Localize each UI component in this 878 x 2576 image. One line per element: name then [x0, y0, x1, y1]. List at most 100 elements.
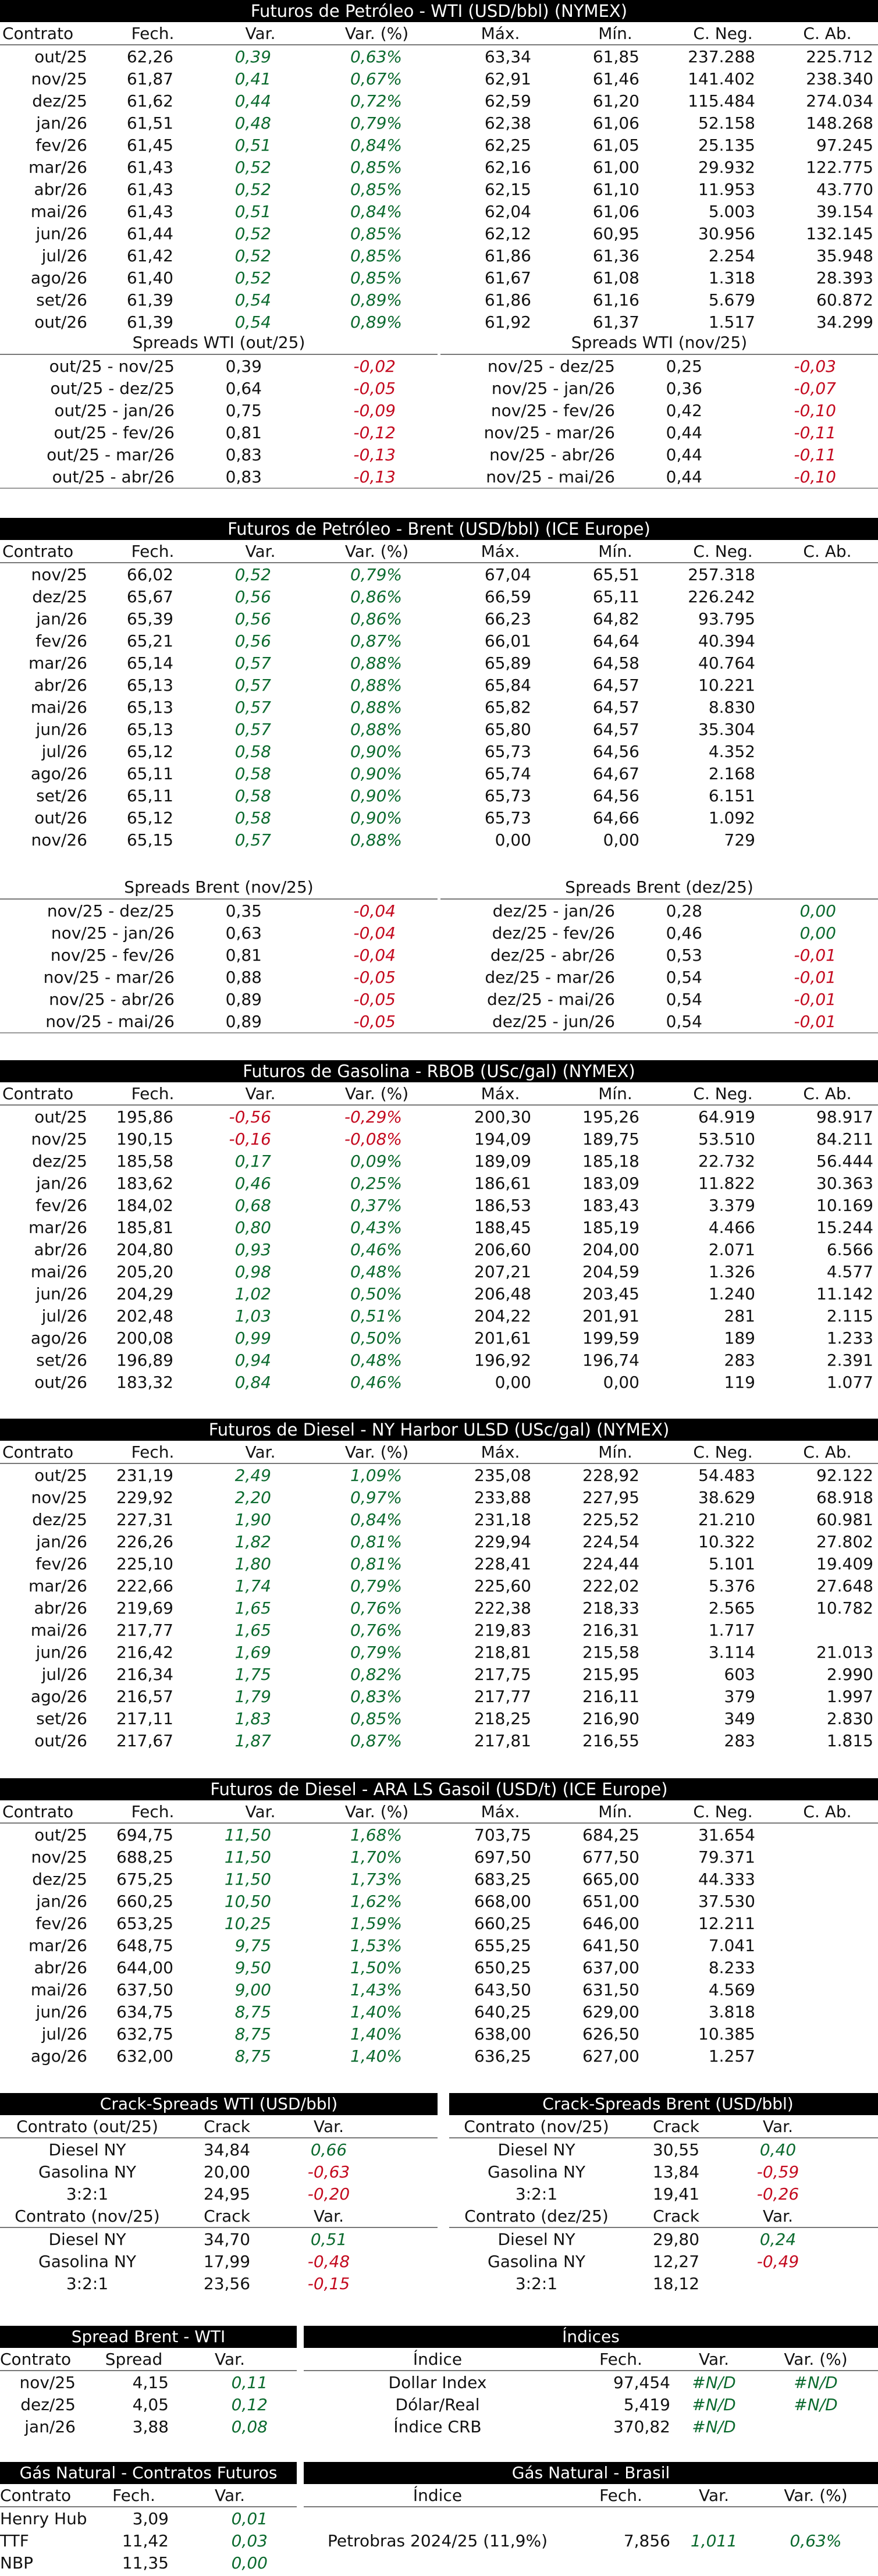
index-change-pct: #N/D [794, 2372, 838, 2392]
cell-contract: mar/26 [28, 157, 87, 177]
rbob-table-row: jul/26 202,48 1,03 0,51% 204,22 201,91 281 2.11… [0, 1305, 878, 1327]
cell-open-interest: 15.244 [816, 1217, 873, 1237]
wti-spreads-row: nov/25 - abr/26 0,44 -0,11 [440, 443, 878, 466]
gasoil-table-row: jun/26 634,75 8,75 1,40% 640,25 629,00 3.818 [0, 2001, 878, 2023]
spread-change: -0,03 [794, 356, 836, 376]
cell-volume: 10.322 [698, 1532, 755, 1551]
crack-contract-label: Contrato (out/25) [16, 2116, 158, 2136]
crack-product: 3:2:1 [515, 2184, 558, 2204]
hdr-varp: Var. (%) [784, 2485, 848, 2505]
cell-contract: fev/26 [35, 135, 87, 155]
cell-change-pct: 0,48% [350, 1262, 402, 1281]
gasoil-table-title: Futuros de Diesel - ARA LS Gasoil (USD/t… [0, 1778, 878, 1800]
cell-change: 0,93 [234, 1239, 271, 1259]
cell-open-interest: 11.142 [816, 1284, 873, 1303]
brent-table-row: fev/26 65,21 0,56 0,87% 66,01 64,64 40.394 [0, 630, 878, 652]
cell-volume: 8.233 [708, 1957, 755, 1977]
crack-row: Diesel NY 34,70 0,51 [0, 2228, 438, 2250]
cell-low: 64,67 [592, 763, 639, 783]
wti-table-row: mai/26 61,43 0,51 0,84% 62,04 61,06 5.003 39.15… [0, 200, 878, 222]
brent-spreads-left: Spreads Brent (nov/25) nov/25 - dez/25 0,3… [0, 876, 438, 1032]
index-close: 5,419 [623, 2394, 670, 2414]
hdr-contrato: Contrato [0, 2485, 72, 2505]
cell-change-pct: 0,88% [350, 830, 402, 850]
col-header-fech: Fech. [131, 1083, 175, 1103]
cell-high: 231,18 [474, 1509, 531, 1529]
cell-open-interest: 2.391 [826, 1350, 873, 1370]
crack-change: -0,49 [756, 2251, 799, 2271]
crack-contract-label: Contrato (nov/25) [15, 2206, 160, 2226]
spread-change: -0,04 [353, 901, 396, 921]
cell-contract: fev/26 [35, 631, 87, 651]
cell-close: 231,19 [116, 1465, 173, 1485]
cell-high: 65,73 [484, 741, 531, 761]
cell-change: 10,50 [224, 1891, 271, 1911]
cell-close: 648,75 [116, 1935, 173, 1955]
cell-low: 227,95 [582, 1487, 639, 1507]
ulsd-table-row: set/26 217,11 1,83 0,85% 218,25 216,90 349 2.83… [0, 1707, 878, 1729]
cell-contract: jan/26 [36, 113, 87, 133]
cell-close: 185,58 [116, 1151, 173, 1171]
cell-contract: nov/25 [31, 564, 87, 584]
crack-value: 17,99 [203, 2251, 251, 2271]
cell-change: 0,99 [234, 1328, 271, 1348]
cell-low: 641,50 [582, 1935, 639, 1955]
crack-brent: Crack-Spreads Brent (USD/bbl) Contrato (n… [449, 2093, 878, 2294]
crack-row: 3:2:1 19,41 -0,26 [449, 2183, 878, 2205]
crack-var-label: Var. [314, 2116, 344, 2136]
cell-volume: 729 [724, 830, 755, 850]
col-header-min: Mín. [598, 23, 632, 43]
col-header-varp: Var. (%) [344, 1802, 409, 1821]
cell-high: 235,08 [474, 1465, 531, 1485]
spread-value: 0,83 [225, 445, 262, 464]
cell-volume: 237.288 [688, 47, 755, 66]
wti-spreads-row: out/25 - mar/26 0,83 -0,13 [0, 443, 438, 466]
cell-change: 0,84 [234, 1372, 271, 1392]
cell-low: 65,11 [592, 587, 639, 606]
crack-row: Gasolina NY 20,00 -0,63 [0, 2161, 438, 2183]
spread-value: 0,44 [666, 445, 702, 464]
spread-pair: nov/25 - dez/25 [487, 356, 615, 376]
cell-low: 204,00 [582, 1239, 639, 1259]
cell-change-pct: 0,88% [350, 675, 402, 695]
cell-contract: dez/25 [32, 1509, 87, 1529]
cell-change-pct: 0,84% [350, 1509, 402, 1529]
cell-open-interest: 30.363 [816, 1173, 873, 1193]
cell-close: 61,43 [126, 201, 173, 221]
cell-close: 61,40 [126, 268, 173, 287]
spread-pair: nov/25 - fev/26 [490, 400, 615, 420]
spread-change: -0,05 [353, 989, 396, 1009]
cell-contract: set/26 [36, 290, 87, 310]
cell-close: 61,39 [126, 312, 173, 332]
cell-close: 660,25 [116, 1891, 173, 1911]
cell-close: 675,25 [116, 1869, 173, 1889]
cell-high: 233,88 [474, 1487, 531, 1507]
cell-change-pct: 1,59% [350, 1913, 402, 1933]
cell-high: 703,75 [474, 1825, 531, 1845]
ulsd-table-row: jan/26 226,26 1,82 0,81% 229,94 224,54 10.322 2… [0, 1530, 878, 1552]
cell-close: 65,39 [126, 609, 173, 628]
spread-change: -0,13 [353, 467, 396, 486]
cell-low: 222,02 [582, 1576, 639, 1596]
cell-contract: out/25 [34, 47, 87, 66]
wti-spreads-right: Spreads WTI (nov/25) nov/25 - dez/25 0,25 -… [440, 332, 878, 488]
index-change-pct: #N/D [794, 2394, 838, 2414]
col-header-contrato: Contrato [2, 1442, 74, 1462]
spread-pair: dez/25 - jan/26 [492, 901, 615, 921]
brent-spreads-row: nov/25 - fev/26 0,81 -0,04 [0, 944, 438, 966]
cell-high: 65,73 [484, 786, 531, 805]
cell-high: 186,53 [474, 1195, 531, 1215]
wti-table-row: fev/26 61,45 0,51 0,84% 62,25 61,05 25.135 97.2… [0, 134, 878, 156]
cell-change: 0,68 [234, 1195, 271, 1215]
brent-spreads-row: nov/25 - mar/26 0,88 -0,05 [0, 966, 438, 988]
cell-change-pct: 0,97% [350, 1487, 402, 1507]
cell-change: 1,65 [234, 1598, 271, 1618]
cell-low: 201,91 [582, 1306, 639, 1326]
crack-product: Gasolina NY [38, 2162, 136, 2181]
spread-change: -0,11 [794, 445, 836, 464]
cell-contract: jul/26 [41, 741, 87, 761]
cell-change-pct: 0,86% [350, 587, 402, 606]
spread-change: -0,01 [794, 989, 836, 1009]
spread-pair: nov/25 - fev/26 [50, 945, 175, 965]
cell-close: 694,75 [116, 1825, 173, 1845]
